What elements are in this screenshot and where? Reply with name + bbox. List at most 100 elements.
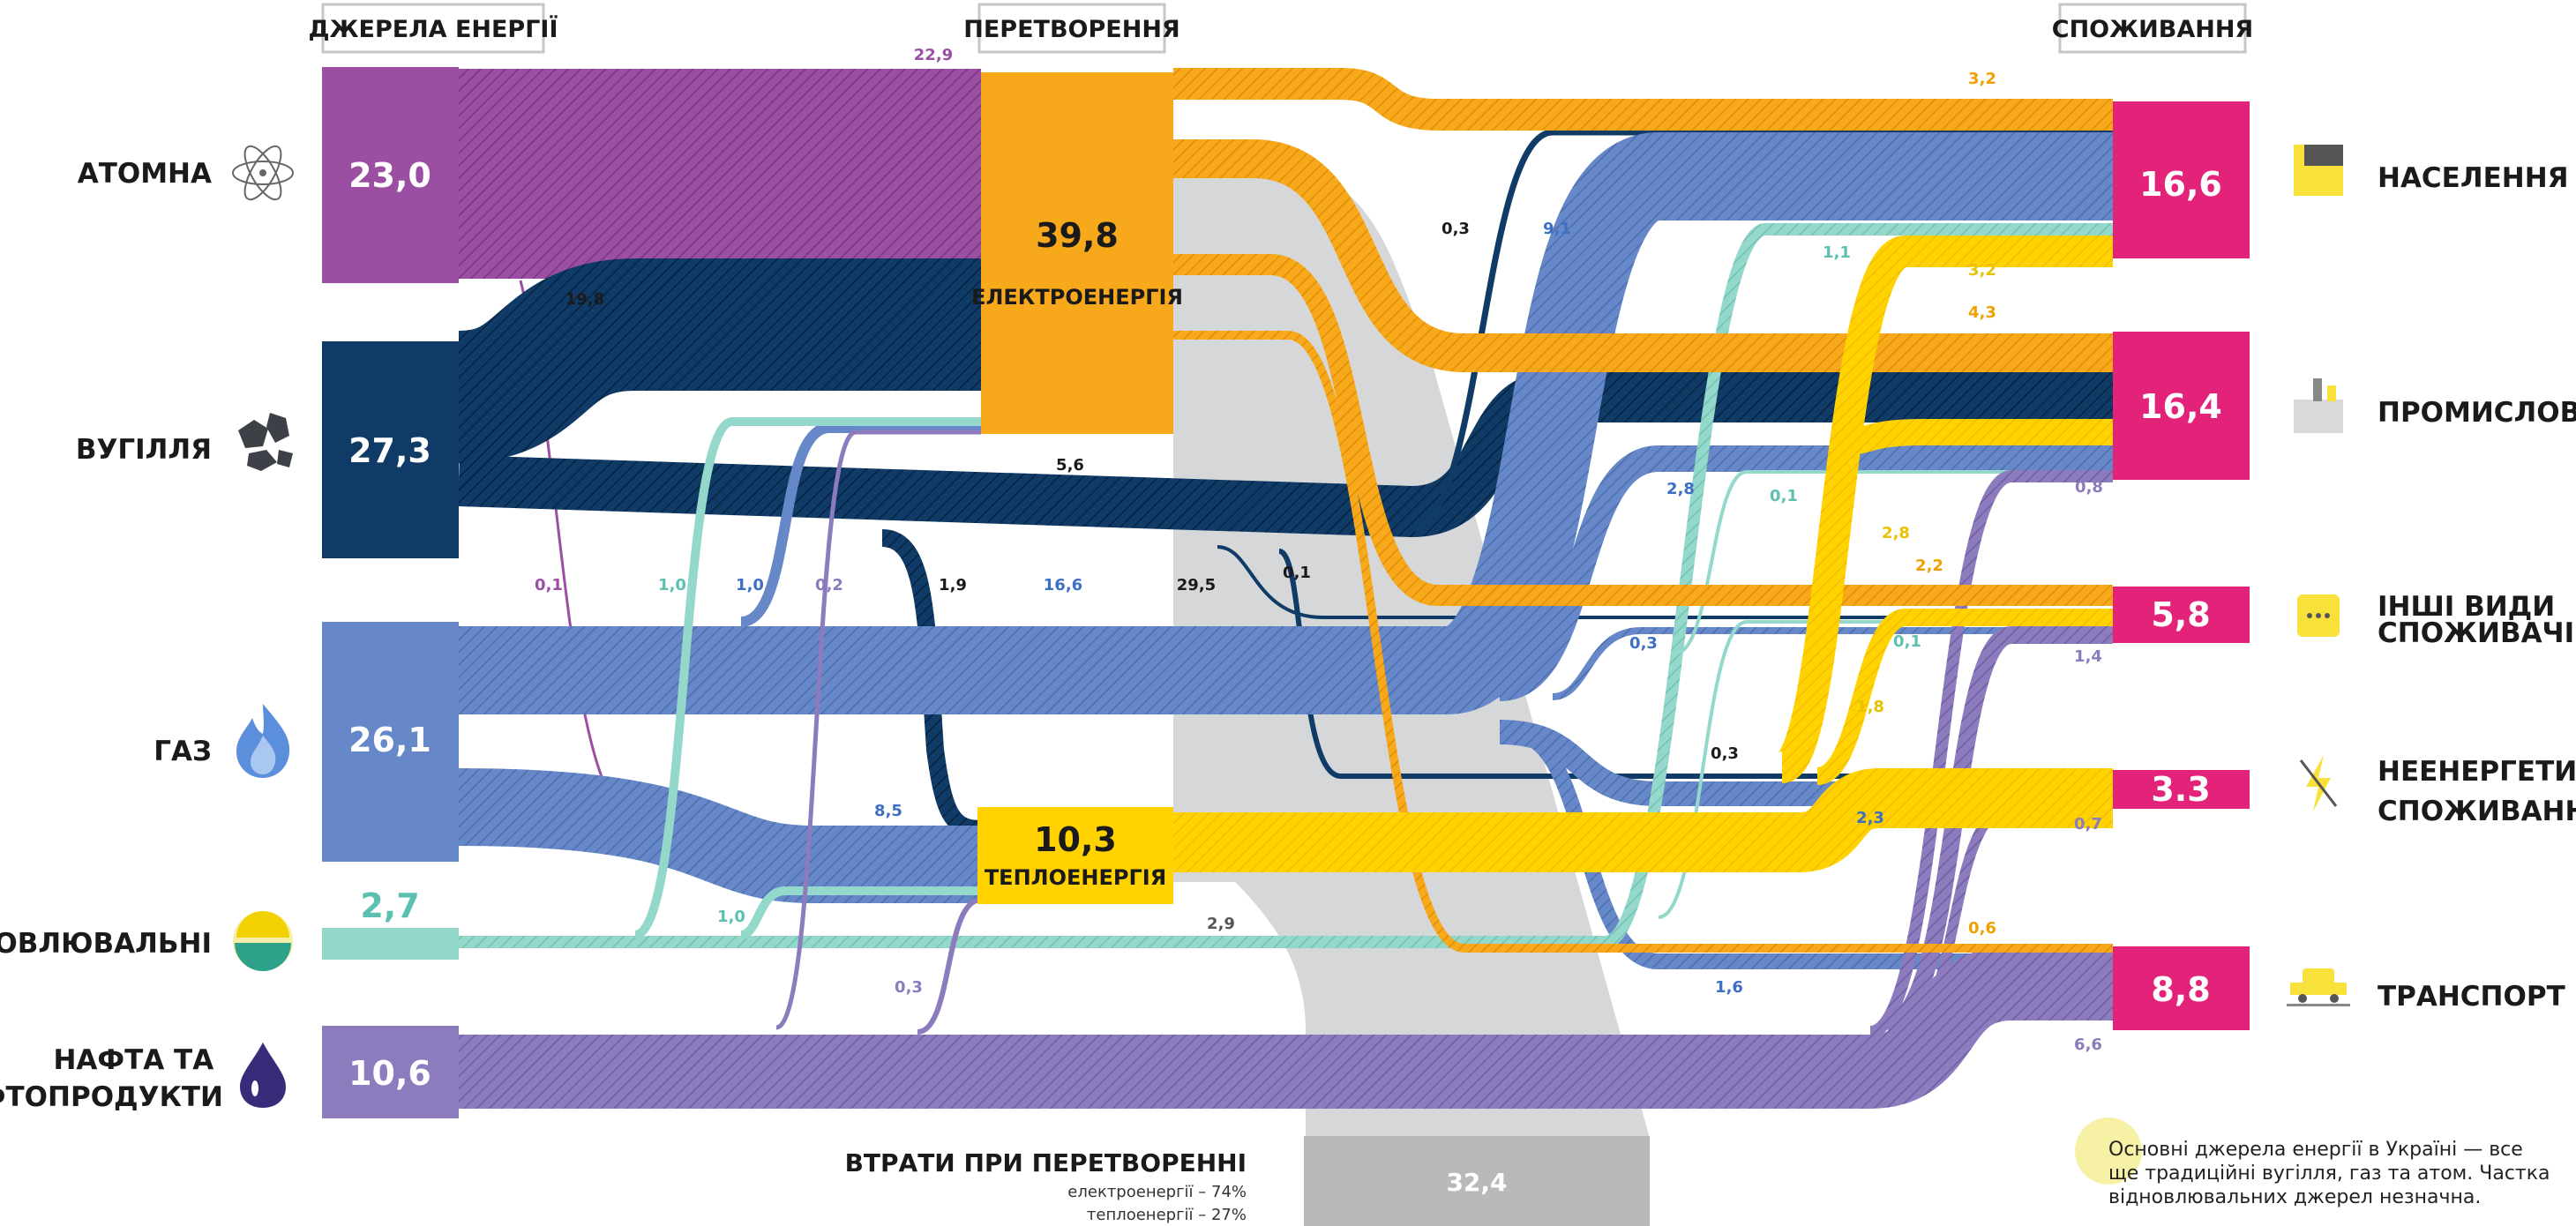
flow-oil-transport: [459, 946, 2113, 1109]
source-labels: АТОМНА ВУГІЛЛЯ ГАЗ ВІДНОВЛЮВАЛЬНІ НАФТА …: [0, 158, 223, 1113]
flow-renewables-electricity: [633, 417, 981, 939]
source-value-nuclear: 23,0: [348, 156, 431, 195]
flow-heat-nonenergy: [1173, 768, 2113, 872]
flow-label-oil-transport: 6,6: [2074, 1035, 2102, 1054]
flow-label-heat-other: 1,8: [1856, 698, 1884, 716]
conversion-value-electricity: 39,8: [1036, 216, 1119, 255]
header-sources: ДЖЕРЕЛА ЕНЕРГІЇ: [308, 15, 558, 43]
losses-node: 32,4 ВТРАТИ ПРИ ПЕРЕТВОРЕННІ електроенер…: [845, 1136, 1650, 1226]
sun-icon: [233, 911, 293, 971]
column-headers: ДЖЕРЕЛА ЕНЕРГІЇ ПЕРЕТВОРЕННЯ СПОЖИВАННЯ: [308, 3, 2253, 54]
flow-oil-heat: [917, 897, 982, 1035]
atom-icon: [232, 145, 294, 201]
flow-label-nuclear-heat: 0,1: [535, 576, 563, 594]
flow-label-heat-industry: 2,8: [1882, 524, 1910, 542]
flow-electricity-industry: [1173, 139, 2113, 372]
flow-label-gas-households: 9,1: [1543, 220, 1571, 238]
note-highlight: [2075, 1118, 2142, 1185]
consumer-value-nonenergy: 3.3: [2151, 770, 2210, 809]
flow-ribbons: [455, 68, 2113, 1109]
consumer-node-transport: [2113, 946, 2250, 1030]
flow-label-gas-heat: 8,5: [874, 802, 902, 820]
conversion-node-heat: [977, 807, 1173, 904]
losses-heat: теплоенергії – 27%: [1087, 1206, 1247, 1224]
source-node-nuclear: [322, 67, 459, 283]
consumer-node-other: [2113, 587, 2250, 643]
factory-icon: [2294, 378, 2343, 433]
flow-label-renewables-households: 1,1: [1823, 243, 1851, 262]
flow-electricity-other: [1173, 254, 2113, 606]
conversion-value-heat: 10,3: [1034, 820, 1117, 859]
consumer-value-other: 5,8: [2151, 595, 2210, 634]
house-icon: [2294, 145, 2343, 196]
flow-renewables-industry: [1675, 470, 2113, 654]
consumer-icons: [2287, 145, 2350, 1006]
consumer-node-households: [2113, 101, 2250, 258]
source-label-oil-line1: НАФТА ТА: [53, 1044, 213, 1076]
flow-gas-heat: [458, 768, 981, 903]
flow-gas-households: [459, 132, 2113, 714]
flow-coal-other: [1217, 545, 2113, 619]
flow-oil-electricity: [775, 430, 981, 1030]
header-sources-box: [321, 3, 545, 54]
source-icons: [232, 145, 294, 1108]
flow-label-coal-non-energy: 0,3: [1711, 744, 1739, 763]
flow-label-oil-heat: 0,3: [895, 978, 923, 997]
consumer-label-nonenergy: НЕЕНЕРГЕТИЧНЕ СПОЖИВАННЯ: [2378, 756, 2576, 827]
consumer-label-nonenergy-line2: СПОЖИВАННЯ: [2378, 796, 2576, 827]
flow-heat-industry: [1852, 419, 2113, 454]
losses-electricity: електроенергії – 74%: [1067, 1183, 1247, 1201]
flow-label-gas-non-energy: 2,3: [1856, 809, 1884, 827]
flow-label-gas-electricity: 1,0: [736, 576, 764, 594]
conversion-label-electricity: ЕЛЕКТРОЕНЕРГІЯ: [971, 285, 1183, 310]
consumer-label-industry: ПРОМИСЛОВІСТЬ: [2378, 397, 2576, 429]
consumer-label-households: НАСЕЛЕННЯ: [2378, 162, 2569, 194]
no-lightning-icon: [2299, 755, 2338, 811]
flow-label-coal-industry: 5,6: [1056, 456, 1084, 475]
source-label-renewables: ВІДНОВЛЮВАЛЬНІ: [0, 928, 212, 960]
source-label-oil: НАФТА ТА НАФТОПРОДУКТИ: [0, 1044, 223, 1113]
flow-gas-other: [1552, 627, 2113, 700]
consumer-labels: НАСЕЛЕННЯ ПРОМИСЛОВІСТЬ ІНШІ ВИДИ СПОЖИВ…: [2378, 162, 2576, 1013]
flow-label-coal-electricity: 19,8: [565, 290, 604, 309]
flow-coal-households: [1411, 129, 2113, 533]
consumer-label-transport: ТРАНСПОРТ: [2378, 981, 2565, 1013]
flow-oil-industry: [1868, 470, 2113, 1038]
flow-label-gas-industry: 2,8: [1666, 480, 1695, 498]
flow-coal-electricity: [455, 258, 981, 463]
flow-electricity-households: [1173, 68, 2113, 131]
flow-labels: 22,9 0,1 19,8 5,6 1,9 0,3 0,1 0,3 1,0 8,5 9,1 2,8 0,…: [535, 46, 2103, 1054]
source-node-coal: [322, 341, 459, 558]
flow-renewables-other: [1658, 620, 2113, 919]
flow-label-electricity-industry: 4,3: [1968, 303, 1996, 322]
consumer-nodes: 16,6 16,4 5,8 3.3 8,8: [2113, 101, 2250, 1030]
header-conversion: ПЕРЕТВОРЕННЯ: [963, 16, 1179, 43]
flow-label-heat-losses: 2,9: [1207, 915, 1235, 933]
conversion-node-electricity: [981, 72, 1173, 434]
flow-label-oil-industry: 0,8: [2075, 478, 2103, 497]
flow-label-electricity-losses: 29,5: [1177, 576, 1216, 594]
consumer-label-other-line2: СПОЖИВАЧІВ: [2378, 617, 2576, 649]
flow-label-oil-other: 1,4: [2074, 647, 2102, 666]
flow-gas-electricity: [739, 422, 981, 627]
flow-label-oil-electricity: 0,2: [815, 576, 843, 594]
header-conversion-box: [977, 3, 1166, 54]
flow-renewables-heat: [739, 886, 981, 939]
note-line2: ще традиційні вугілля, газ та атом. Част…: [2108, 1162, 2550, 1185]
losses-box: [1304, 1136, 1650, 1226]
flow-electricity-transport: [1173, 331, 2113, 953]
consumer-label-other: ІНШІ ВИДИ СПОЖИВАЧІВ: [2378, 591, 2576, 649]
source-label-coal: ВУГІЛЛЯ: [76, 434, 212, 466]
header-consumption-box: [2058, 3, 2247, 54]
flow-label-renewables-heat: 1,0: [717, 908, 745, 926]
dots-icon: [2297, 594, 2340, 637]
source-value-coal: 27,3: [348, 431, 431, 470]
flow-label-renewables-electricity: 1,0: [658, 576, 686, 594]
consumer-value-households: 16,6: [2139, 165, 2222, 204]
flow-label-electricity-other: 2,2: [1915, 557, 1943, 575]
conversion-nodes: 39,8 ЕЛЕКТРОЕНЕРГІЯ 10,3 ТЕПЛОЕНЕРГІЯ: [971, 72, 1183, 904]
source-value-oil: 10,6: [348, 1054, 431, 1093]
flow-gas-industry: [1498, 445, 2113, 701]
losses-value: 32,4: [1446, 1168, 1507, 1197]
